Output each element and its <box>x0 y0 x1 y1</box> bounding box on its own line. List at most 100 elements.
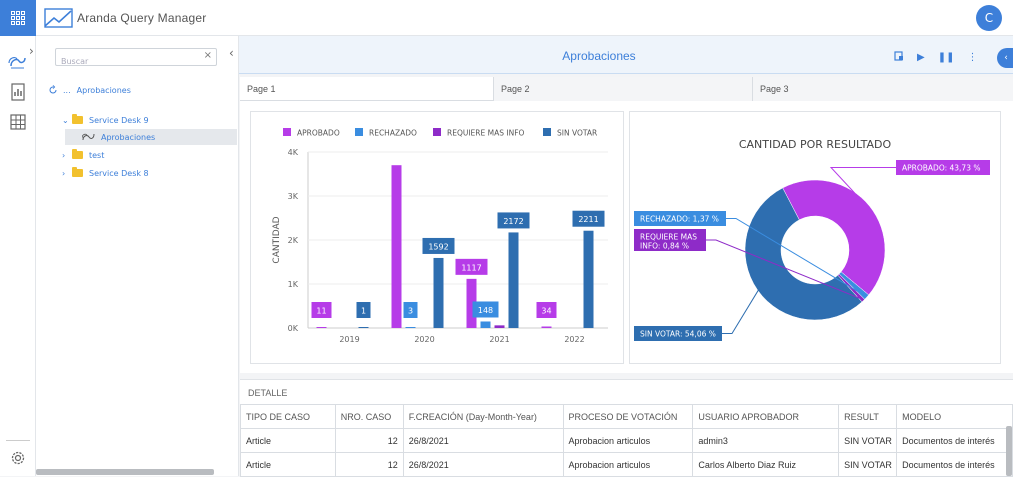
tree-item-test[interactable]: › test <box>62 147 104 163</box>
legend-label[interactable]: REQUIERE MAS INFO <box>447 129 525 138</box>
data-label-box <box>572 210 605 227</box>
more-options-icon[interactable]: ⋮ <box>967 52 978 63</box>
donut-slices <box>744 179 886 321</box>
report-icon[interactable] <box>8 82 28 102</box>
tree-root[interactable]: ... Aprobaciones <box>48 82 131 98</box>
report-title: Aprobaciones <box>562 49 636 63</box>
legend-swatch <box>433 128 441 136</box>
play-icon[interactable]: ▶ <box>917 52 925 63</box>
bar-aprobado-2020[interactable] <box>391 165 402 328</box>
table-vertical-scrollbar[interactable] <box>1006 426 1012 476</box>
pie-chart-card: CANTIDAD POR RESULTADO APROBADO: 43,73 %… <box>629 111 1001 364</box>
bar-sin-votar-2022[interactable] <box>583 230 594 328</box>
collapse-side-tab[interactable]: ‹ <box>997 48 1013 68</box>
query-tree-panel <box>36 36 239 476</box>
bar-rechazado-2021[interactable] <box>480 321 491 328</box>
panel-horizontal-scrollbar[interactable] <box>36 469 214 475</box>
column-header[interactable]: TIPO DE CASO <box>240 404 336 429</box>
legend-swatch <box>283 128 291 136</box>
y-tick-label: 3K <box>288 192 299 201</box>
tree-item-aprobaciones[interactable]: Aprobaciones <box>65 129 237 145</box>
legend-label[interactable]: APROBADO <box>297 129 340 138</box>
table-grid-icon[interactable] <box>8 112 28 132</box>
tree-item-label: Service Desk 9 <box>89 115 149 125</box>
bar-requiere-mas-info-2021[interactable] <box>494 325 505 328</box>
chevron-down-icon[interactable]: ⌄ <box>62 115 69 125</box>
legend-label[interactable]: RECHAZADO <box>369 129 417 138</box>
bar-aprobado-2019[interactable] <box>316 327 327 328</box>
donut-labels: APROBADO: 43,73 % RECHAZADO: 1,37 % REQUIE… <box>634 160 990 341</box>
detail-title: DETALLE <box>248 388 288 398</box>
collapse-panel-icon[interactable]: ‹ <box>229 46 234 60</box>
bar-sin-votar-2021[interactable] <box>508 232 519 328</box>
donut-label: INFO: 0,84 % <box>640 242 689 251</box>
donut-slice-aprobado[interactable] <box>782 179 886 296</box>
donut-leader-line <box>726 218 866 297</box>
table-cell: 12 <box>334 428 404 453</box>
data-label: 1592 <box>428 242 448 251</box>
bar-sin-votar-2020[interactable] <box>433 257 444 328</box>
folder-icon <box>72 114 83 124</box>
column-header[interactable]: F.CREACIÓN (Day-Month-Year) <box>402 404 564 429</box>
report-toolbar: ▶ ❚❚ ⋮ <box>894 51 977 64</box>
tree-item-service-desk-8[interactable]: › Service Desk 8 <box>62 165 149 181</box>
page-tabs: Page 1 Page 2 Page 3 <box>240 77 1013 101</box>
table-cell: 26/8/2021 <box>402 428 564 453</box>
column-header[interactable]: USUARIO APROBADOR <box>692 404 840 429</box>
legend-swatch <box>355 128 363 136</box>
table-cell: Article <box>240 452 336 477</box>
settings-icon[interactable] <box>8 448 28 468</box>
data-label-box <box>356 302 371 318</box>
bar-chart-card: APROBADO RECHAZADO REQUIERE MAS INFO SIN VO… <box>250 111 624 364</box>
tree-item-label: Service Desk 8 <box>89 168 149 178</box>
tab-page-3[interactable]: Page 3 <box>753 77 1013 101</box>
report-header: Aprobaciones ▶ ❚❚ ⋮ ‹ <box>239 36 1013 74</box>
data-label: 2172 <box>503 217 523 226</box>
table-row[interactable]: Article 12 26/8/2021 Aprobacion articulos ad… <box>240 428 1013 453</box>
donut-chart: CANTIDAD POR RESULTADO APROBADO: 43,73 %… <box>634 138 990 341</box>
search-input[interactable] <box>56 53 196 70</box>
table-row[interactable]: Article 12 26/8/2021 Aprobacion articulos Ca… <box>240 452 1013 477</box>
bar-aprobado-2021[interactable] <box>466 278 477 328</box>
donut-leader-line <box>706 239 863 300</box>
donut-label-box <box>634 211 726 226</box>
legend-label[interactable]: SIN VOTAR <box>557 129 597 138</box>
chevron-right-icon[interactable]: › <box>29 44 34 58</box>
column-header[interactable]: MODELO <box>896 404 1013 429</box>
chevron-right-icon[interactable]: › <box>62 150 66 160</box>
detail-table: TIPO DE CASO NRO. CASO F.CREACIÓN (Day-Mon… <box>240 404 1013 477</box>
data-label-box <box>311 302 332 318</box>
tree-item-label: test <box>89 150 105 160</box>
donut-label-box <box>896 160 990 175</box>
app-launcher-button[interactable] <box>0 0 36 36</box>
tree-item-service-desk-9[interactable]: ⌄ Service Desk 9 <box>62 112 149 128</box>
chevron-right-icon[interactable]: › <box>62 168 66 178</box>
column-header[interactable]: RESULT <box>838 404 898 429</box>
data-label-box <box>403 302 418 318</box>
export-icon[interactable] <box>894 51 904 64</box>
table-cell: Aprobacion articulos <box>562 428 694 453</box>
user-avatar[interactable]: C <box>976 5 1002 31</box>
tab-page-2[interactable]: Page 2 <box>494 77 753 101</box>
donut-label-box <box>634 326 722 341</box>
donut-label: REQUIERE MAS <box>640 233 697 242</box>
column-header[interactable]: NRO. CASO <box>334 404 404 429</box>
donut-leader-line <box>722 288 760 334</box>
clear-search-icon[interactable]: × <box>203 50 212 61</box>
data-label: 1 <box>361 307 366 316</box>
x-tick-label: 2022 <box>564 335 584 344</box>
tab-page-1[interactable]: Page 1 <box>240 77 494 101</box>
column-header[interactable]: PROCESO DE VOTACIÓN <box>562 404 694 429</box>
bar-chart: APROBADO RECHAZADO REQUIERE MAS INFO SIN VO… <box>272 128 608 344</box>
data-label: 11 <box>316 307 326 316</box>
table-cell: Documentos de interés <box>896 452 1013 477</box>
donut-label-box <box>634 229 706 251</box>
pause-icon[interactable]: ❚❚ <box>937 52 955 63</box>
bar-aprobado-2022[interactable] <box>541 326 552 328</box>
donut-label: APROBADO: 43,73 % <box>902 164 980 173</box>
refresh-icon[interactable] <box>48 85 58 95</box>
bar-sin-votar-2019[interactable] <box>358 327 369 328</box>
table-header-row: TIPO DE CASO NRO. CASO F.CREACIÓN (Day-Mon… <box>240 404 1013 429</box>
queries-icon[interactable] <box>8 52 28 72</box>
bar-rechazado-2020[interactable] <box>405 327 416 328</box>
